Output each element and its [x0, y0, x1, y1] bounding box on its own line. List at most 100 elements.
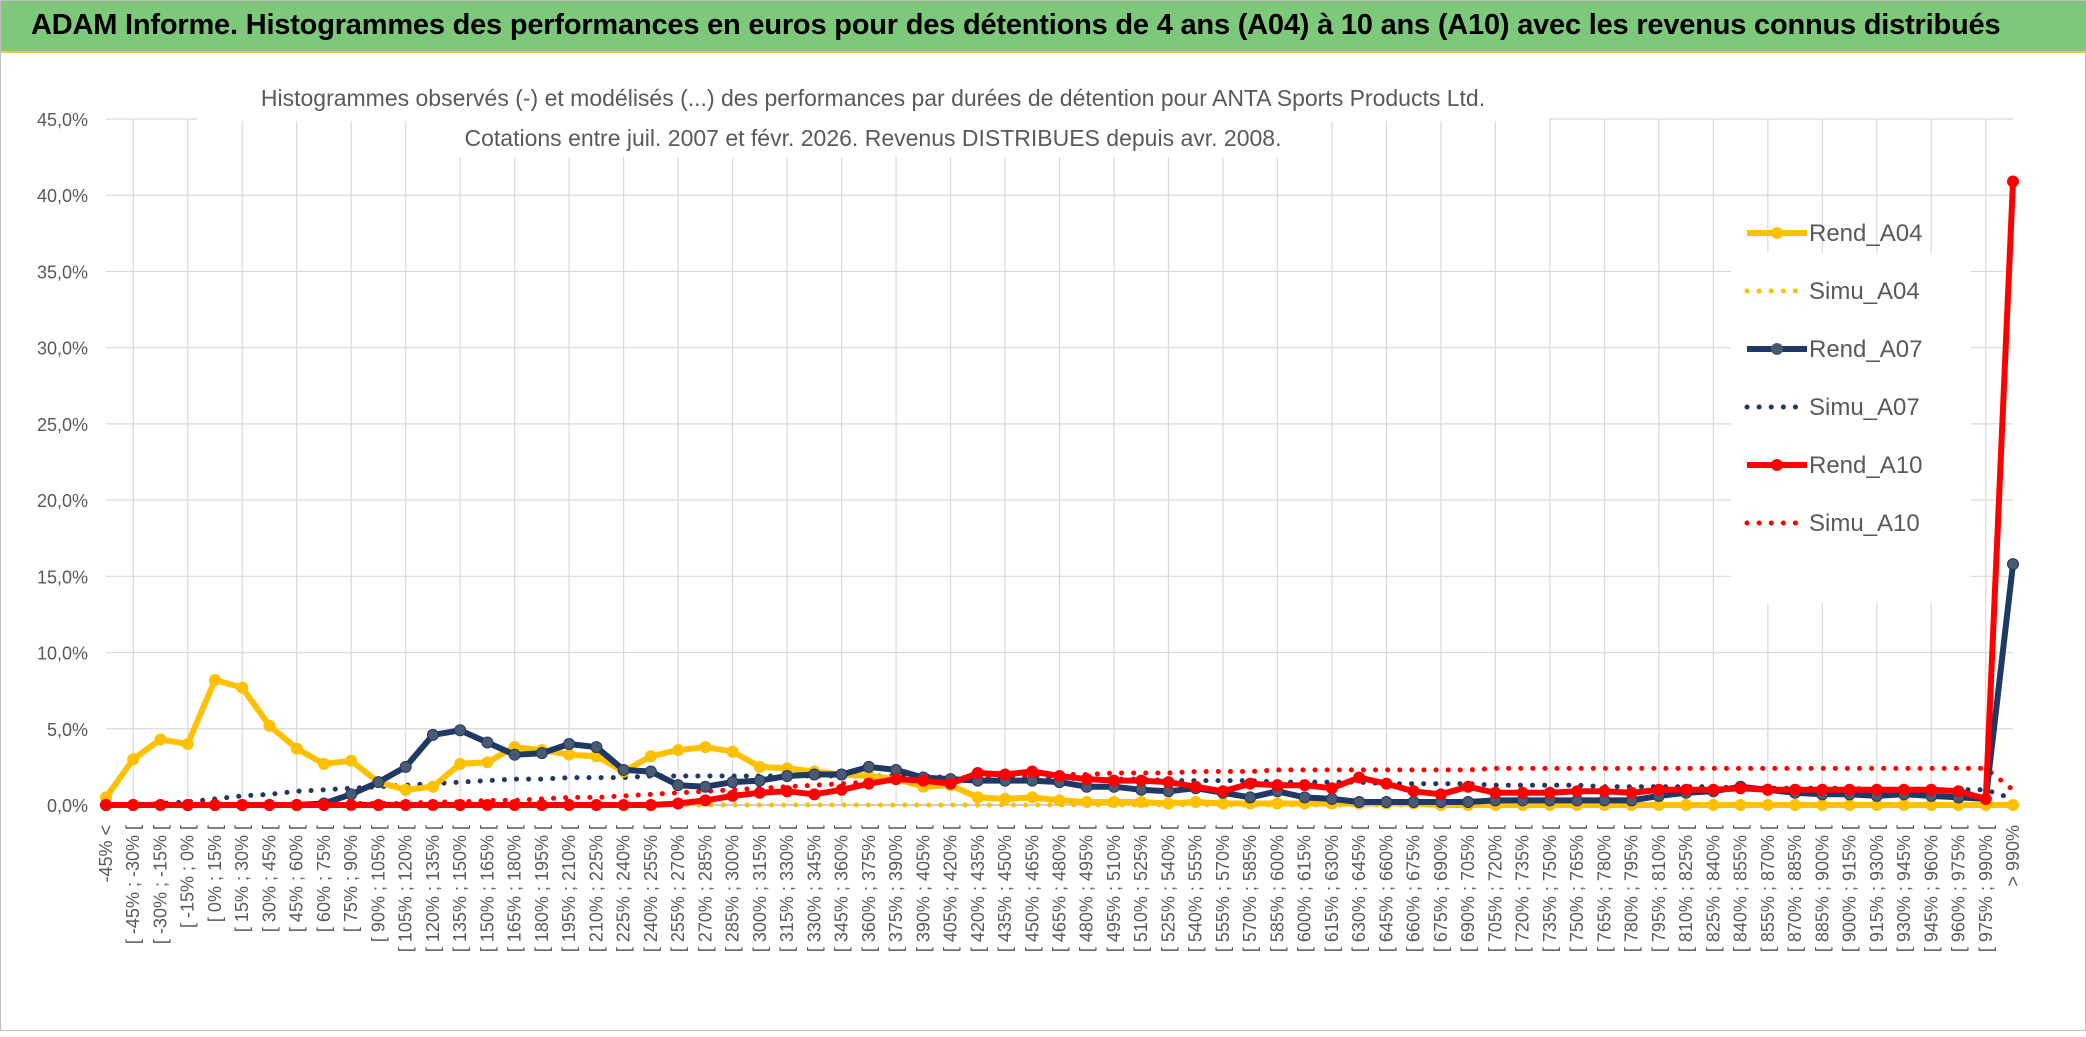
data-point-rend-a07 [426, 728, 439, 741]
data-point-rend-a04 [1680, 799, 1693, 811]
data-point-rend-a10 [1026, 765, 1039, 778]
y-tick-label: 35,0% [37, 262, 88, 282]
x-tick-label: [ 630% ; 645% [ [1349, 825, 1369, 952]
x-tick-label: [ 405% ; 420% [ [941, 825, 961, 952]
x-tick-label: [ 615% ; 630% [ [1322, 825, 1342, 952]
legend-label: Simu_A04 [1809, 278, 1920, 305]
y-axis: 0,0% 5,0% 10,0% 15,0% 20,0% 25,0% 30,0% 35,0% 40… [37, 110, 88, 816]
data-point-rend-a04 [1053, 794, 1066, 807]
y-tick-label: 5,0% [47, 720, 88, 740]
data-point-rend-a07 [372, 776, 385, 789]
x-tick-label: [ 345% ; 360% [ [832, 825, 852, 952]
data-point-rend-a10 [699, 794, 712, 807]
data-point-rend-a10 [781, 785, 794, 798]
data-point-rend-a10 [181, 799, 194, 811]
x-tick-label: [ 975% ; 990% [ [1976, 825, 1996, 952]
x-tick-label: [ 825% ; 840% [ [1703, 825, 1723, 952]
x-tick-label: [ 720% ; 735% [ [1513, 825, 1533, 952]
legend-label: Rend_A04 [1809, 220, 1922, 247]
data-point-rend-a07 [753, 774, 766, 787]
data-point-rend-a10 [263, 799, 276, 811]
data-point-rend-a07 [1353, 795, 1366, 808]
x-tick-label: [ 675% ; 690% [ [1431, 825, 1451, 952]
x-tick-label: [ 150% ; 165% [ [477, 825, 497, 952]
data-point-rend-a10 [1571, 785, 1584, 798]
data-point-rend-a07 [699, 780, 712, 793]
legend-marker [1771, 343, 1783, 355]
x-tick-label: [ 300% ; 315% [ [750, 825, 770, 952]
data-point-rend-a10 [127, 799, 140, 811]
data-point-rend-a10 [1080, 773, 1093, 786]
data-point-rend-a10 [1870, 783, 1883, 796]
report-banner: ADAM Informe. Histogrammes des performan… [1, 1, 2086, 53]
data-point-rend-a07 [1407, 795, 1420, 808]
data-point-rend-a07 [617, 763, 630, 776]
data-point-rend-a04 [672, 744, 685, 757]
data-point-rend-a10 [1244, 777, 1257, 790]
x-tick-label: [ 375% ; 390% [ [886, 825, 906, 952]
data-point-rend-a10 [508, 799, 521, 811]
data-point-rend-a04 [1162, 797, 1175, 810]
data-point-rend-a10 [317, 799, 330, 811]
x-tick-label: [ 90% ; 105% [ [368, 825, 388, 942]
data-point-rend-a10 [1353, 771, 1366, 784]
x-tick-label: [ 480% ; 495% [ [1077, 825, 1097, 952]
x-tick-label: [ 465% ; 480% [ [1050, 825, 1070, 952]
x-tick-label: [ 495% ; 510% [ [1104, 825, 1124, 952]
legend-box [1731, 253, 1971, 603]
data-point-rend-a04 [2007, 799, 2019, 811]
data-point-rend-a10 [1898, 783, 1911, 796]
data-point-rend-a10 [1816, 783, 1829, 796]
x-tick-label: [ 315% ; 330% [ [777, 825, 797, 952]
data-point-rend-a07 [672, 779, 685, 792]
x-tick-label: [ 945% ; 960% [ [1921, 825, 1941, 952]
data-point-rend-a10 [1543, 786, 1556, 799]
data-point-rend-a04 [563, 748, 576, 761]
data-point-rend-a10 [2007, 175, 2019, 188]
data-point-rend-a10 [1761, 783, 1774, 796]
data-point-rend-a10 [1516, 786, 1529, 799]
x-tick-label: [ 780% ; 795% [ [1622, 825, 1642, 952]
data-point-rend-a04 [481, 756, 494, 769]
data-point-rend-a04 [1189, 795, 1202, 808]
y-tick-label: 25,0% [37, 415, 88, 435]
x-tick-label: [ 750% ; 765% [ [1567, 825, 1587, 952]
data-point-rend-a07 [862, 760, 875, 773]
report-title: ADAM Informe. Histogrammes des performan… [31, 9, 2001, 41]
data-point-rend-a04 [1898, 799, 1911, 811]
data-point-rend-a10 [1162, 776, 1175, 789]
data-point-rend-a10 [100, 799, 112, 811]
y-tick-label: 10,0% [37, 644, 88, 664]
x-tick-label: [ 660% ; 675% [ [1404, 825, 1424, 952]
data-point-rend-a04 [1843, 799, 1856, 811]
data-point-rend-a10 [808, 788, 821, 801]
data-point-rend-a04 [699, 741, 712, 754]
data-point-rend-a04 [999, 792, 1012, 805]
data-point-rend-a10 [481, 799, 494, 811]
data-point-rend-a10 [590, 799, 603, 811]
data-point-rend-a07 [781, 770, 794, 783]
y-tick-label: 30,0% [37, 339, 88, 359]
data-point-rend-a07 [1244, 791, 1257, 804]
y-tick-label: 20,0% [37, 491, 88, 511]
legend-label: Rend_A10 [1809, 452, 1922, 479]
x-tick-label: [ 270% ; 285% [ [695, 825, 715, 952]
data-point-rend-a10 [890, 773, 903, 786]
data-point-rend-a04 [726, 745, 739, 758]
data-point-rend-a10 [917, 774, 930, 787]
data-point-rend-a07 [508, 748, 521, 761]
data-point-rend-a07 [808, 768, 821, 781]
data-point-rend-a07 [454, 724, 467, 737]
legend: Rend_A04 Simu_A04 Rend_A07 Simu_A07 Rend_A10… [1731, 220, 1971, 603]
data-point-rend-a10 [1407, 785, 1420, 798]
data-point-rend-a07 [481, 736, 494, 749]
data-point-rend-a04 [1026, 791, 1039, 804]
data-point-rend-a10 [1271, 779, 1284, 792]
data-point-rend-a04 [971, 791, 984, 804]
x-tick-label: [ 360% ; 375% [ [859, 825, 879, 952]
data-point-rend-a04 [1080, 795, 1093, 808]
data-point-rend-a10 [1652, 783, 1665, 796]
data-point-rend-a07 [1462, 795, 1475, 808]
x-tick-label: [ -45% ; -30% [ [123, 825, 143, 944]
x-tick-label: [ 330% ; 345% [ [804, 825, 824, 952]
